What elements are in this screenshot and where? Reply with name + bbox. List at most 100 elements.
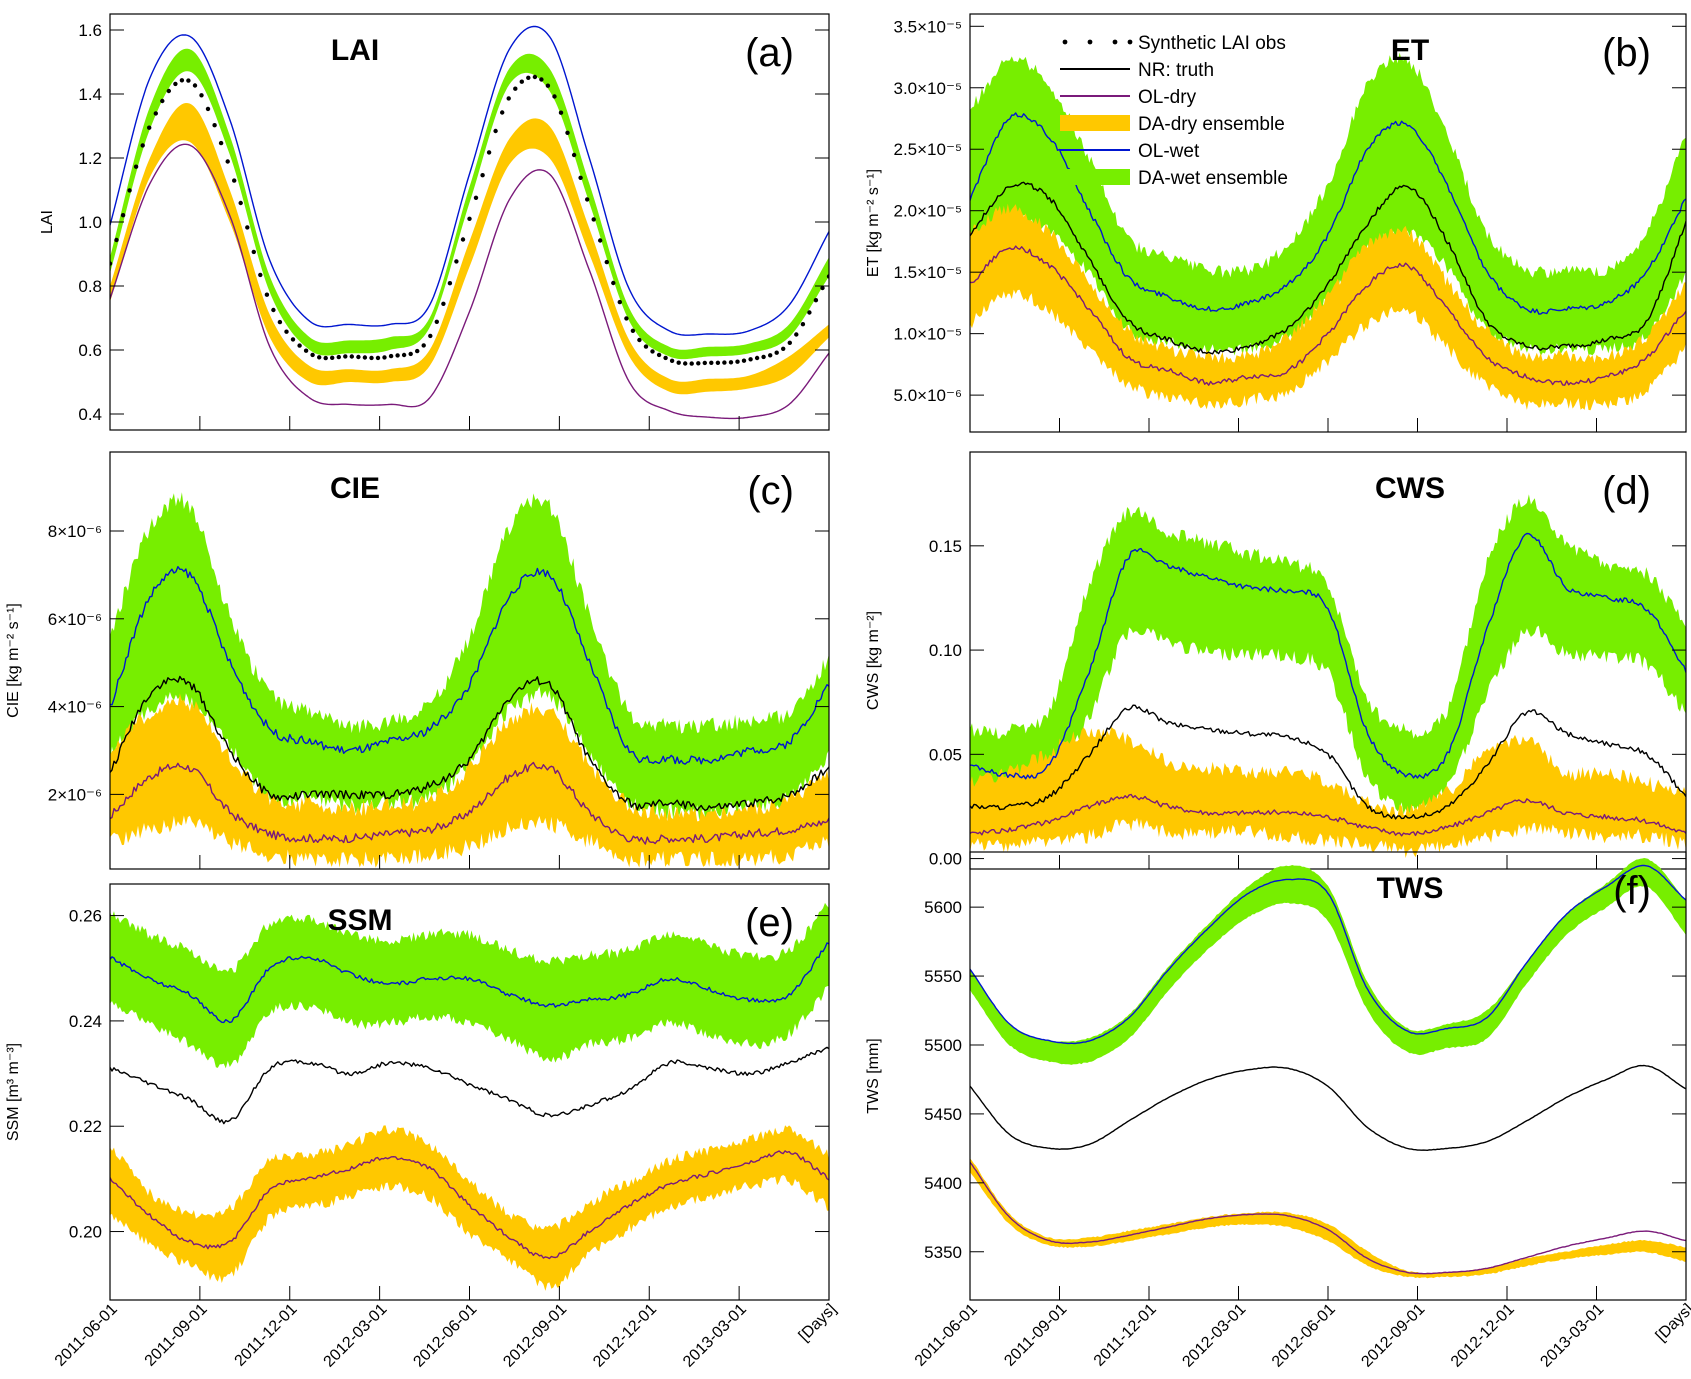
legend: Synthetic LAI obs NR: truth OL-dry DA-dry e… [1060, 33, 1288, 189]
legend-swatch-da_wet [1060, 169, 1130, 185]
obs-point [794, 332, 799, 337]
legend-obs-dot [1087, 39, 1093, 45]
obs-point [813, 298, 819, 303]
y-tick-label: 0.6 [78, 341, 102, 360]
obs-point [362, 355, 368, 360]
obs-point [591, 217, 596, 222]
legend-label-ol_wet: OL-wet [1138, 141, 1200, 162]
series-ol-wet-line [970, 864, 1686, 1045]
obs-point [205, 106, 211, 112]
y-tick-label: 0.05 [929, 745, 962, 764]
series-da-dry-band [110, 103, 829, 395]
y-tick-label: 0.10 [929, 641, 962, 660]
obs-point [656, 352, 662, 358]
obs-point [303, 348, 309, 353]
y-tick-label: 5550 [924, 967, 962, 986]
series-da-wet-band [110, 492, 829, 820]
y-tick-label: 1.5×10⁻⁵ [894, 263, 963, 282]
obs-point [375, 355, 381, 361]
y-tick-label: 0.4 [78, 405, 102, 424]
obs-point [617, 299, 622, 305]
obs-point [787, 340, 792, 345]
obs-point [506, 96, 511, 101]
series-da-wet-band [970, 52, 1686, 356]
obs-point [369, 355, 374, 361]
obs-point [401, 352, 407, 358]
series-ol-wet-line [110, 942, 829, 1024]
obs-point [421, 343, 426, 348]
panel-label: (d) [1602, 469, 1651, 513]
y-tick-label: 5350 [924, 1243, 962, 1262]
panel-title: ET [1391, 34, 1429, 67]
obs-point [669, 358, 675, 363]
series-ol-dry-line [970, 793, 1686, 837]
obs-point [702, 360, 707, 366]
series-ol-wet-line [970, 532, 1686, 780]
obs-point [728, 360, 734, 365]
obs-point [147, 125, 152, 130]
x-tick-label-f: 2012-06-01 [1269, 1301, 1339, 1371]
obs-point [343, 354, 348, 359]
obs-point [382, 355, 387, 360]
legend-obs-dot [1127, 39, 1133, 45]
obs-point [428, 333, 433, 339]
y-tick-label: 3.0×10⁻⁵ [894, 79, 963, 98]
obs-point [800, 322, 806, 327]
plot-area-d [970, 494, 1686, 858]
legend-label-da_wet: DA-wet ensemble [1138, 168, 1288, 189]
obs-point [323, 355, 328, 361]
obs-point [388, 353, 394, 359]
obs-point [480, 173, 485, 178]
obs-point [232, 178, 237, 183]
x-tick-label-f: [Days] [1653, 1301, 1691, 1345]
obs-point [133, 164, 139, 169]
series-da-dry-band [110, 693, 829, 868]
obs-point [192, 83, 198, 88]
series-da-dry-band [970, 203, 1686, 411]
y-tick-label: 8×10⁻⁶ [48, 522, 102, 541]
obs-point [500, 110, 505, 115]
obs-point [447, 281, 453, 286]
obs-point [441, 301, 446, 306]
obs-point [585, 197, 590, 202]
obs-point [264, 292, 270, 297]
obs-point [761, 354, 766, 360]
series-ol-dry-line [970, 245, 1686, 386]
x-tick-label-f: 2011-12-01 [1091, 1301, 1160, 1370]
obs-point [650, 349, 655, 354]
obs-point [218, 140, 224, 146]
y-tick-label: 5600 [924, 898, 962, 917]
obs-point [781, 346, 786, 351]
panel-label: (c) [747, 469, 794, 513]
obs-point [709, 360, 714, 365]
obs-point [454, 259, 459, 264]
obs-point [186, 78, 191, 83]
series-obs-points [110, 74, 829, 366]
obs-point [611, 280, 616, 286]
x-tick-label-e: [Days] [796, 1301, 840, 1345]
obs-point [173, 81, 178, 87]
series-truth-line [970, 181, 1686, 355]
obs-point [565, 130, 570, 135]
series-truth-line [110, 675, 829, 812]
y-tick-label: 5.0×10⁻⁶ [894, 386, 962, 405]
obs-point [290, 337, 296, 342]
x-tick-label-e: 2012-12-01 [590, 1301, 660, 1371]
panel-a: 0.4 0.6 0.8 1.0 1.2 1.4 1.6 LAI LAI (a) [39, 13, 830, 431]
x-tick-label-e: 2011-09-01 [142, 1301, 211, 1370]
y-tick-label: 3.5×10⁻⁵ [894, 17, 963, 36]
y-tick-label: 2.0×10⁻⁵ [894, 202, 963, 221]
obs-point [245, 225, 250, 230]
obs-point [552, 94, 557, 99]
obs-point [571, 152, 577, 158]
legend-swatch-da_dry [1060, 115, 1130, 131]
obs-point [722, 360, 727, 365]
y-tick-label: 1.0×10⁻⁵ [894, 325, 963, 344]
obs-point [630, 328, 636, 333]
series-truth-line [110, 1046, 829, 1125]
y-tick-label: 0.15 [929, 537, 962, 556]
x-tick-label-f: 2012-12-01 [1448, 1301, 1518, 1371]
y-axis-label: TWS [mm] [865, 1038, 882, 1114]
y-axis-label: CIE [kg m⁻² s⁻¹] [5, 603, 22, 718]
obs-point [807, 310, 812, 315]
